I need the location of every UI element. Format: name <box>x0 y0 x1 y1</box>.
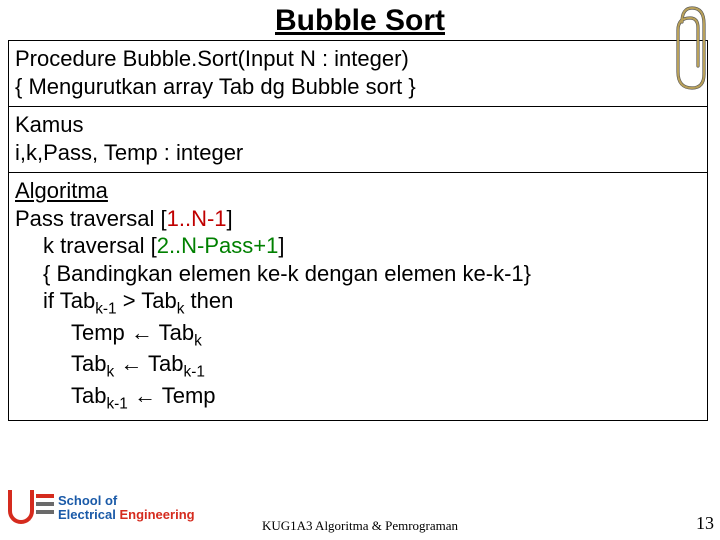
a3-pre: Tab <box>71 383 106 408</box>
logo-line2b: Engineering <box>119 507 194 522</box>
cell-kamus: Kamus i,k,Pass, Temp : integer <box>9 107 707 173</box>
a1-mid: Tab <box>153 320 194 345</box>
logo-mark-icon <box>6 490 54 526</box>
pseudocode-table: Procedure Bubble.Sort(Input N : integer)… <box>8 40 708 421</box>
k-line: k traversal [2..N-Pass+1] <box>15 232 701 260</box>
cell-algoritma: Algoritma Pass traversal [1..N-1] k trav… <box>9 173 707 420</box>
if-post: then <box>184 288 233 313</box>
kamus-line-2: i,k,Pass, Temp : integer <box>15 139 701 167</box>
if-mid: > Tab <box>117 288 177 313</box>
pass-line: Pass traversal [1..N-1] <box>15 205 701 233</box>
proc-line-2: { Mengurutkan array Tab dg Bubble sort } <box>15 73 701 101</box>
if-sub1: k-1 <box>95 300 116 317</box>
if-line: if Tabk-1 > Tabk then <box>15 287 701 319</box>
a1-arrow: ← <box>131 320 153 345</box>
school-logo: School of Electrical Engineering <box>6 490 195 526</box>
footer-course: KUG1A3 Algoritma & Pemrograman <box>262 518 458 534</box>
pass-post: ] <box>227 206 233 231</box>
assign-3: Tabk-1 ← Temp <box>15 382 701 414</box>
logo-line2a: Electrical <box>58 507 116 522</box>
proc-line-1: Procedure Bubble.Sort(Input N : integer) <box>15 45 701 73</box>
if-pre: if Tab <box>43 288 95 313</box>
comment-line: { Bandingkan elemen ke-k dengan elemen k… <box>15 260 701 288</box>
a1-pre: Temp <box>71 320 131 345</box>
a2-arrow: ← <box>120 351 142 376</box>
kamus-line-1: Kamus <box>15 111 701 139</box>
k-post: ] <box>278 233 284 258</box>
a2-sub2: k-1 <box>184 364 205 381</box>
paperclip-icon <box>670 2 714 92</box>
assign-2: Tabk ← Tabk-1 <box>15 350 701 382</box>
a1-sub: k <box>194 332 202 349</box>
page-number: 13 <box>696 513 714 534</box>
k-pre: k traversal [ <box>43 233 157 258</box>
logo-text: School of Electrical Engineering <box>58 494 195 521</box>
pass-range: 1..N-1 <box>167 206 227 231</box>
slide-title: Bubble Sort <box>0 0 720 40</box>
algoritma-heading: Algoritma <box>15 177 701 205</box>
a2-post: Tab <box>142 351 183 376</box>
assign-1: Temp ← Tabk <box>15 319 701 351</box>
a3-arrow: ← <box>134 383 156 408</box>
pass-pre: Pass traversal [ <box>15 206 167 231</box>
a3-sub: k-1 <box>106 395 127 412</box>
k-range: 2..N-Pass+1 <box>157 233 279 258</box>
cell-procedure: Procedure Bubble.Sort(Input N : integer)… <box>9 41 707 107</box>
a3-post: Temp <box>156 383 216 408</box>
a2-pre: Tab <box>71 351 106 376</box>
